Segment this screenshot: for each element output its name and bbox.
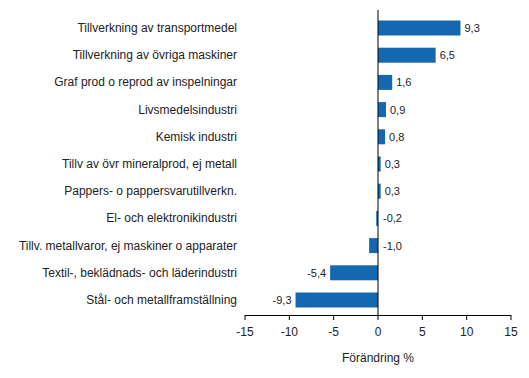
data-label: -5,4 [307,267,326,279]
x-tick-label: 10 [460,325,474,339]
category-label: Tillverkning av transportmedel [77,21,237,35]
bar [330,265,378,280]
data-label: 1,6 [396,76,411,88]
category-label: Kemisk industri [156,130,237,144]
data-label: 0,8 [389,131,404,143]
category-label: Pappers- o pappersvarutillverkn. [64,184,237,198]
zero-line [378,10,379,315]
bar [378,129,385,144]
data-label: -9,3 [273,294,292,306]
x-tick [245,315,246,320]
bar [378,102,386,117]
data-label: 9,3 [464,22,479,34]
bar [296,293,378,308]
x-tick [466,315,467,320]
x-tick [289,315,290,320]
bar [378,48,436,63]
x-axis-label: Förändring % [342,351,414,365]
category-label: Tillv av övr mineralprod, ej metall [62,157,237,171]
category-label: Stål- och metallframställning [86,293,237,307]
x-tick [511,315,512,320]
category-label: Livsmedelsindustri [138,103,237,117]
x-tick-label: 5 [419,325,426,339]
x-tick [333,315,334,320]
chart: Tillverkning av transportmedel Tillverkni… [0,0,529,378]
x-tick [378,315,379,320]
x-tick-label: -5 [328,325,339,339]
x-tick [422,315,423,320]
bar [369,238,378,253]
data-label: 0,3 [385,185,400,197]
category-label: Tillv. metallvaror, ej maskiner o appara… [19,239,237,253]
x-tick-label: 0 [375,325,382,339]
data-label: 0,9 [390,104,405,116]
category-label: Graf prod o reprod av inspelningar [54,75,237,89]
data-label: -0,2 [383,212,402,224]
data-label: 6,5 [440,49,455,61]
x-tick-label: -15 [236,325,254,339]
data-label: -1,0 [383,240,402,252]
bar [378,75,392,90]
data-label: 0,3 [385,158,400,170]
category-label: Textil-, beklädnads- och läderindustri [42,266,237,280]
x-tick-label: 15 [504,325,518,339]
bar [378,21,460,36]
category-label: Tillverkning av övriga maskiner [73,48,237,62]
x-tick-label: -10 [281,325,299,339]
category-label: El- och elektronikindustri [106,211,237,225]
